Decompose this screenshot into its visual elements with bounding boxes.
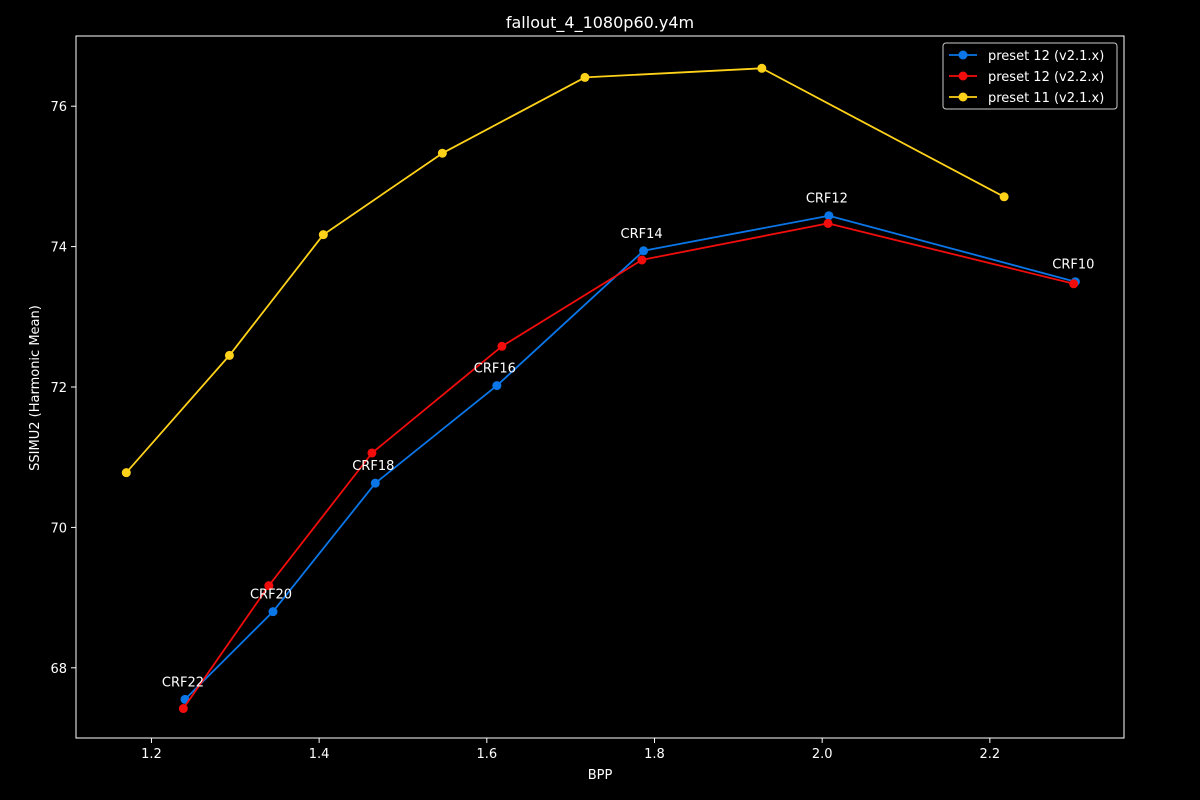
data-point-series-2 [264,581,274,591]
legend-marker-3 [958,92,968,102]
legend-label-3: preset 11 (v2.1.x) [988,91,1104,106]
crf-annotation: CRF14 [621,227,663,242]
x-tick-label: 1.8 [644,747,665,762]
crf-annotation: CRF18 [352,459,394,474]
data-point-series-1 [268,607,278,617]
legend-box [942,42,1118,110]
data-point-series-3 [757,63,767,73]
chart-title: fallout_4_1080p60.y4m [506,13,694,33]
data-point-series-2 [1069,279,1079,289]
data-point-series-2 [823,218,833,228]
data-point-series-2 [367,448,377,458]
plot-area: 1.2 1.4 1.6 1.8 2.0 2.2 68 70 72 74 76 CRF22 CRF20 CR… [50,35,1125,762]
data-point-series-3 [437,148,447,158]
x-tick-label: 2.2 [980,747,1001,762]
legend: preset 12 (v2.1.x) preset 12 (v2.2.x) pres… [942,42,1118,110]
data-point-series-3 [318,230,328,240]
y-tick-label: 74 [50,241,67,256]
data-point-series-2 [497,341,507,351]
x-tick-label: 1.6 [476,747,497,762]
x-tick-label: 2.0 [812,747,833,762]
data-point-series-3 [224,350,234,360]
crf-annotation: CRF12 [806,192,848,207]
y-axis-label: SSIMU2 (Harmonic Mean) [28,305,43,471]
legend-label-1: preset 12 (v2.1.x) [988,49,1104,64]
data-point-series-3 [121,468,131,478]
crf-annotation: CRF22 [162,675,204,690]
data-point-series-1 [639,246,649,256]
data-point-series-2 [637,255,647,265]
y-tick-label: 76 [50,100,67,115]
x-tick-label: 1.2 [141,747,162,762]
crf-annotation: CRF10 [1052,258,1094,273]
data-point-series-3 [580,72,590,82]
y-tick-label: 72 [50,381,67,396]
data-point-series-2 [178,704,188,714]
legend-label-2: preset 12 (v2.2.x) [988,70,1104,85]
plot-frame [75,35,1125,739]
x-axis-label: BPP [588,768,613,783]
y-tick-label: 70 [50,521,67,536]
crf-annotation: CRF20 [250,588,292,603]
x-tick-label: 1.4 [309,747,330,762]
legend-marker-1 [958,50,968,60]
data-point-series-3 [999,192,1009,202]
y-tick-label: 68 [50,662,67,677]
legend-marker-2 [958,71,968,81]
data-point-series-1 [370,478,380,488]
data-point-series-1 [824,211,834,221]
data-point-series-1 [492,381,502,391]
crf-annotation: CRF16 [474,362,516,377]
